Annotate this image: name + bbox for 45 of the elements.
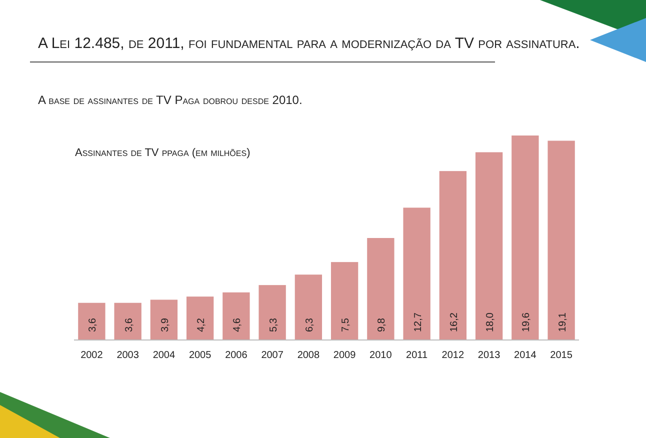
- bar: [510, 134, 540, 340]
- x-tick-label: 2010: [370, 350, 392, 361]
- y-axis-title: Assinantes de TV ppaga (em milhões): [75, 147, 250, 159]
- data-label: 6,3: [304, 318, 316, 332]
- data-label: 4,2: [196, 318, 208, 332]
- bar: [546, 140, 576, 340]
- x-tick-label: 2011: [406, 350, 428, 361]
- data-label: 18,0: [485, 312, 496, 332]
- bar: [366, 237, 396, 340]
- x-tick-label: 2015: [550, 350, 573, 361]
- chart-title: A Lei 12.485, de 2011, foi fundamental para a modernização da TV por assinatura.: [38, 35, 580, 52]
- data-label: 9,8: [376, 318, 388, 332]
- bar: [258, 284, 287, 340]
- data-label: 5,3: [268, 318, 280, 332]
- bar: [113, 302, 142, 340]
- bar: [222, 291, 251, 340]
- x-tick-label: 2002: [80, 350, 104, 361]
- x-tick-label: 2012: [442, 350, 464, 361]
- bar: [77, 302, 106, 340]
- data-label: 3,9: [160, 318, 171, 332]
- data-label: 7,5: [340, 318, 352, 332]
- x-tick-label: 2009: [333, 350, 356, 361]
- data-label: 19,1: [557, 312, 568, 332]
- data-label: 16,2: [448, 312, 460, 332]
- x-tick-label: 2004: [152, 350, 176, 361]
- bar: [294, 274, 324, 340]
- data-label: 12,7: [412, 312, 424, 332]
- bar: [185, 296, 215, 340]
- data-label: 3,6: [124, 318, 135, 332]
- bar: [149, 298, 179, 340]
- x-tick-label: 2014: [514, 350, 537, 361]
- bar: [402, 206, 432, 340]
- x-tick-label: 2013: [478, 350, 501, 361]
- x-tick-label: 2006: [225, 350, 248, 361]
- bar: [330, 261, 360, 340]
- x-tick-label: 2008: [297, 350, 320, 361]
- data-label: 3,6: [88, 318, 99, 332]
- bar: [474, 151, 504, 340]
- data-label: 4,6: [232, 318, 244, 332]
- data-label: 19,6: [521, 312, 532, 332]
- bar: [438, 170, 468, 340]
- x-tick-label: 2005: [188, 350, 212, 361]
- x-tick-label: 2003: [116, 350, 140, 361]
- chart-subtitle: A base de assinantes de TV Paga dobrou desde 2010.: [38, 93, 302, 107]
- x-tick-label: 2007: [261, 350, 284, 361]
